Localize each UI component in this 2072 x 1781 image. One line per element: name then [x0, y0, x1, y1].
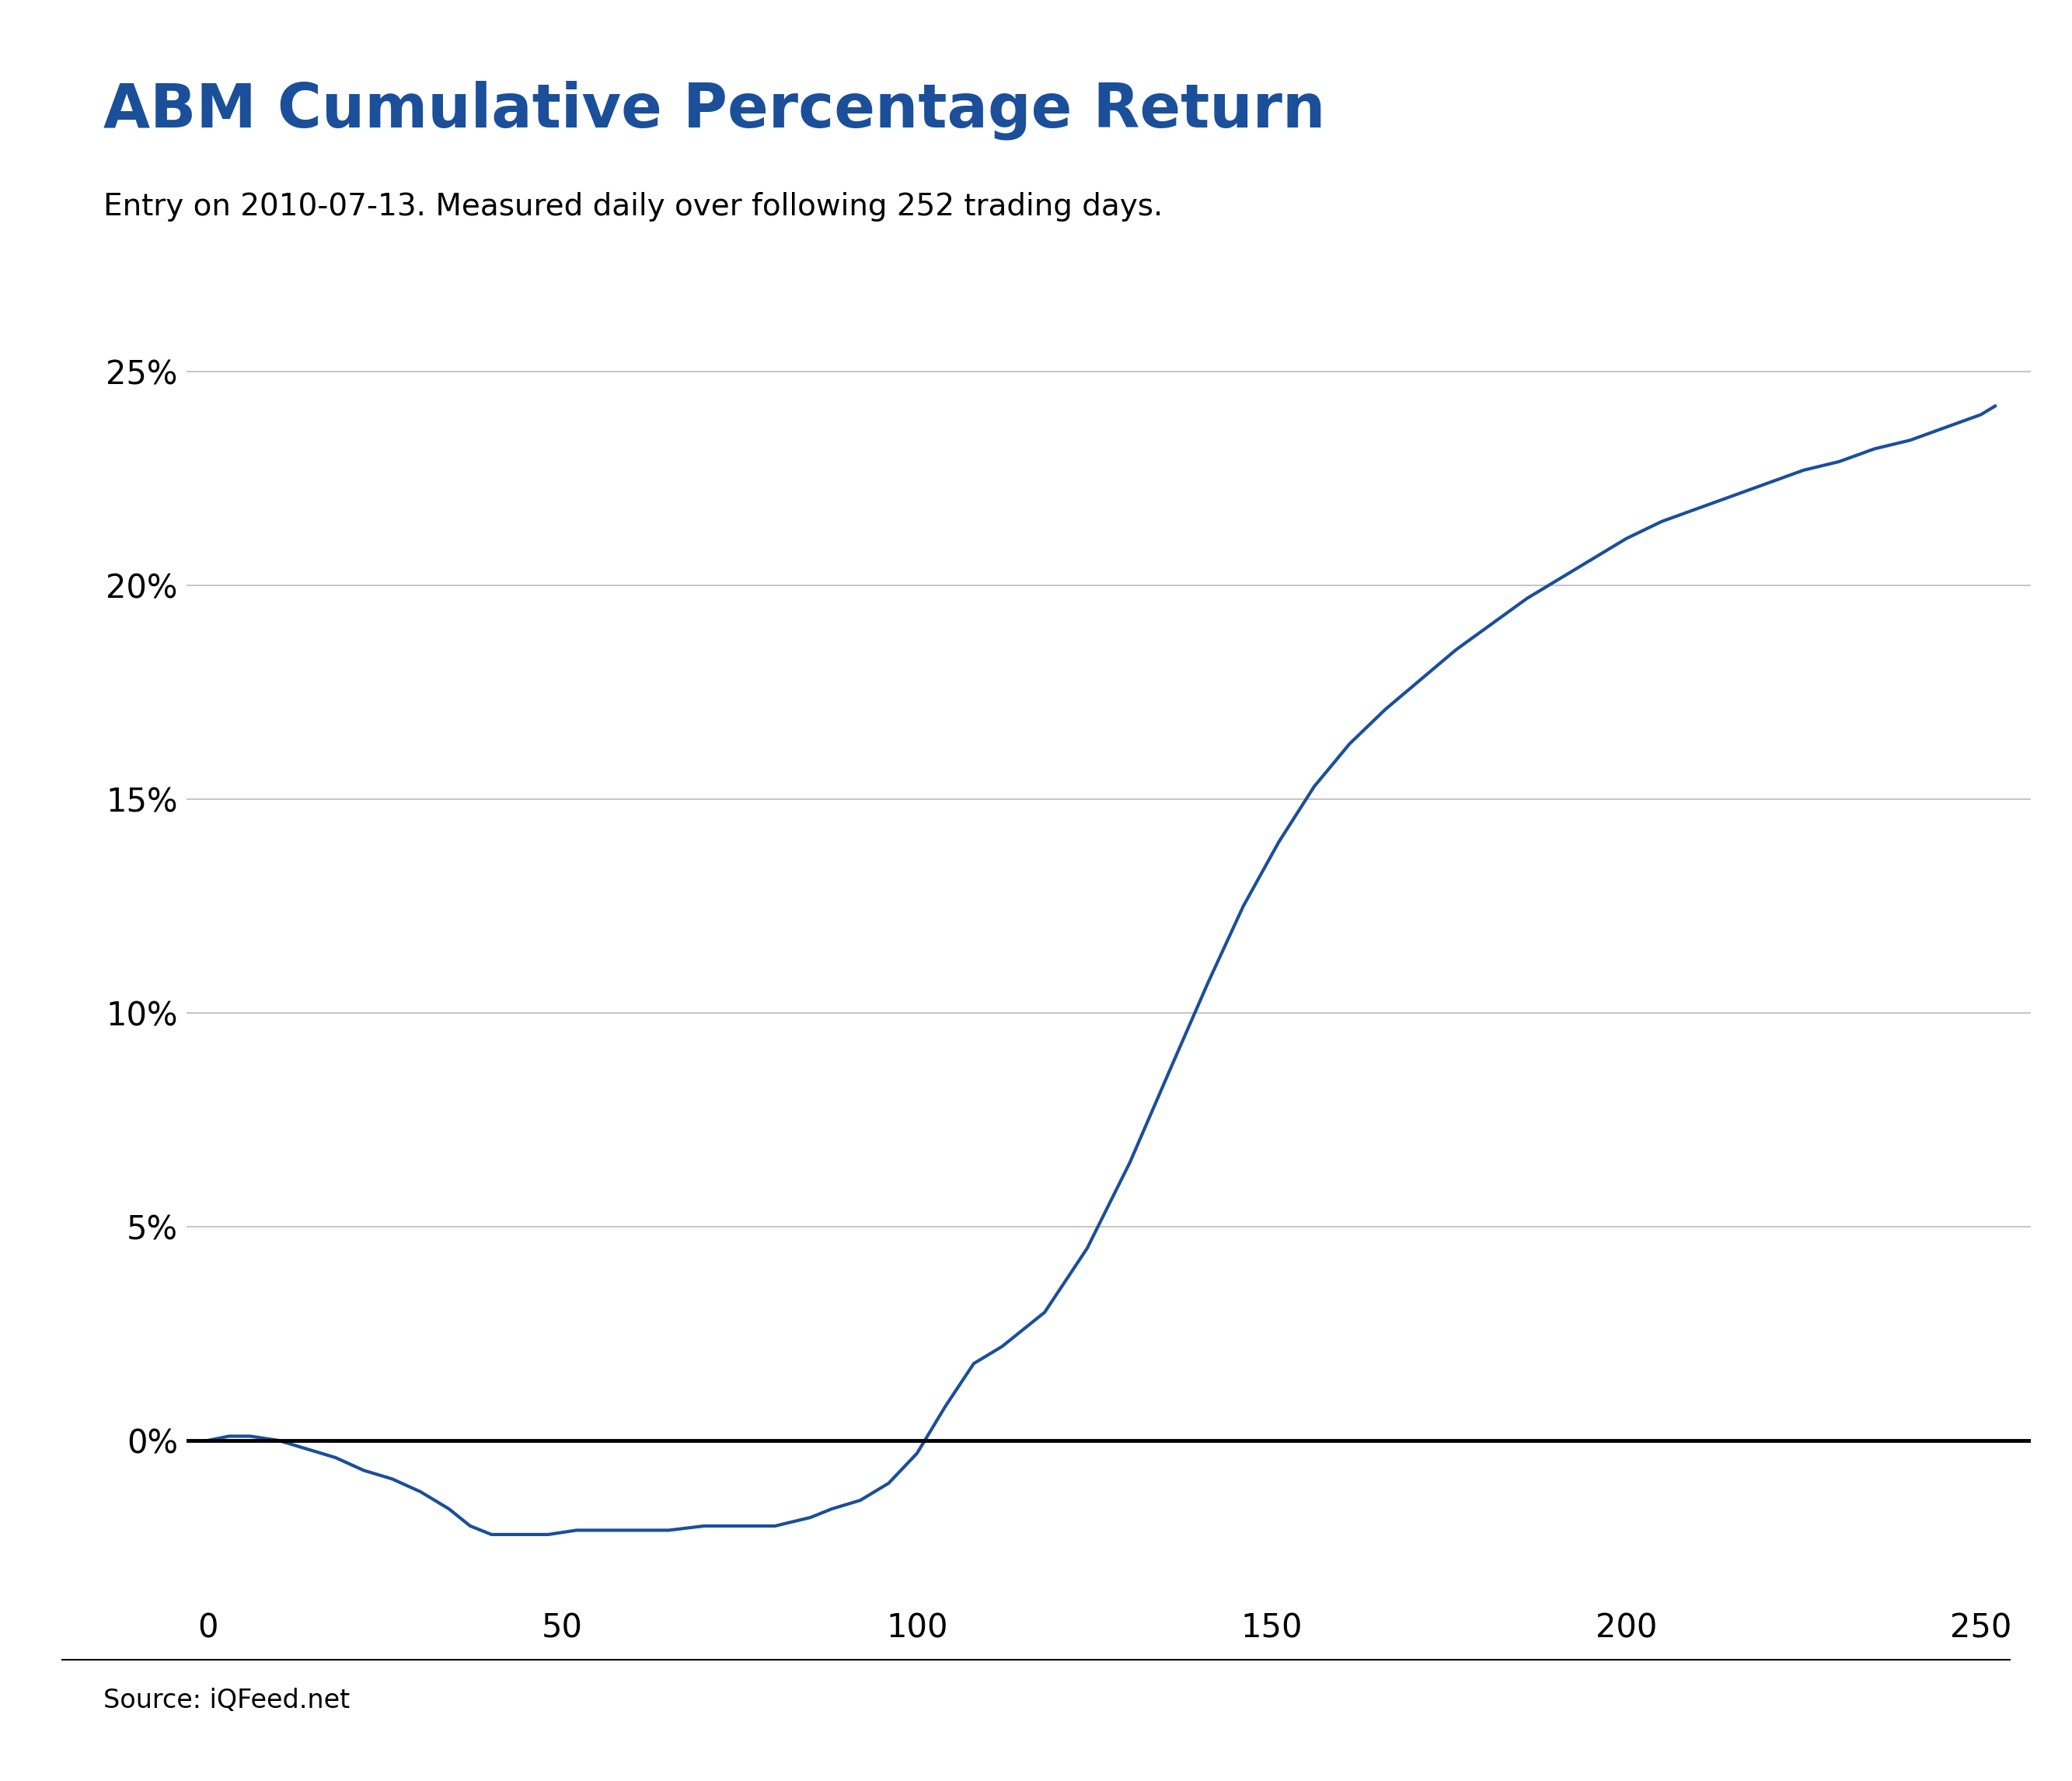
Text: Source: iQFeed.net: Source: iQFeed.net [104, 1688, 350, 1713]
Text: ABM Cumulative Percentage Return: ABM Cumulative Percentage Return [104, 80, 1326, 139]
Text: Entry on 2010-07-13. Measured daily over following 252 trading days.: Entry on 2010-07-13. Measured daily over… [104, 192, 1162, 223]
